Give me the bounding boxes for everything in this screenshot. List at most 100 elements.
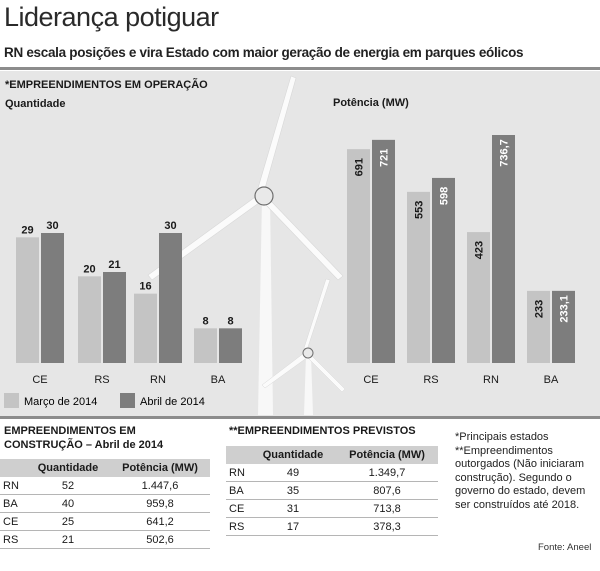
- data-label-power-ce-april: 721: [379, 149, 391, 167]
- chart-subtitle: RN escala posições e vira Estado com mai…: [4, 45, 524, 60]
- construction-cell: 21: [26, 530, 110, 549]
- planned-cell: 378,3: [336, 517, 438, 536]
- legend-label-march: Março de 2014: [24, 396, 97, 408]
- table-row: RS 21 502,6: [0, 530, 210, 549]
- planned-cell: RN: [226, 464, 250, 482]
- legend-label-april: Abril de 2014: [140, 396, 205, 408]
- data-label-power-rs-march: 553: [414, 201, 426, 219]
- quantity-chart-label: Quantidade: [5, 98, 66, 110]
- category-label-qty-ce: CE: [32, 374, 47, 386]
- power-chart-label: Potência (MW): [333, 97, 409, 109]
- construction-header-cell: Quantidade: [26, 459, 110, 477]
- data-label-power-ba-april: 233,1: [559, 295, 571, 323]
- planned-header-cell: Potência (MW): [336, 446, 438, 464]
- planned-header-cell: [226, 446, 250, 464]
- table-row: BA 35 807,6: [226, 481, 438, 500]
- legend-swatch-april: [120, 393, 135, 408]
- construction-cell: 40: [26, 494, 110, 513]
- data-label-qty-ba-april: 8: [227, 315, 233, 327]
- data-label-qty-ba-march: 8: [202, 315, 208, 327]
- planned-cell: 807,6: [336, 481, 438, 500]
- planned-table: Quantidade Potência (MW) RN 49 1.349,7 BA 35 80…: [226, 446, 438, 536]
- data-label-qty-rn-march: 16: [139, 281, 151, 293]
- planned-cell: RS: [226, 517, 250, 536]
- bar-qty-rs-march: [78, 276, 101, 363]
- construction-table-title: EMPREENDIMENTOS EM CONSTRUÇÃO – Abril de…: [4, 425, 164, 451]
- construction-cell: 1.447,6: [110, 477, 210, 495]
- planned-cell: 35: [250, 481, 336, 500]
- planned-cell: 713,8: [336, 499, 438, 518]
- bar-power-rs-april: [432, 177, 455, 363]
- construction-cell: CE: [0, 512, 26, 531]
- category-label-qty-ba: BA: [211, 374, 226, 386]
- construction-cell: 502,6: [110, 530, 210, 549]
- category-label-power-ce: CE: [363, 374, 378, 386]
- top-divider: [0, 67, 600, 70]
- construction-cell: BA: [0, 494, 26, 513]
- bar-qty-rn-march: [134, 293, 157, 363]
- planned-table-title: **EMPREENDIMENTOS PREVISTOS: [229, 425, 416, 437]
- footnote-planned: **Empreendimentos outorgados (Não inicia…: [455, 444, 586, 511]
- data-label-qty-rn-april: 30: [164, 220, 176, 232]
- category-label-power-rn: RN: [483, 374, 499, 386]
- footnotes: *Principais estados **Empreendimentos ou…: [455, 431, 595, 513]
- data-label-power-rn-march: 423: [474, 241, 486, 259]
- bar-qty-ba-march: [194, 328, 217, 363]
- construction-cell: 25: [26, 512, 110, 531]
- planned-cell: BA: [226, 481, 250, 500]
- construction-table: Quantidade Potência (MW) RN 52 1.447,6 BA 40 95…: [0, 459, 210, 549]
- data-label-qty-ce-march: 29: [21, 224, 33, 236]
- planned-cell: 49: [250, 464, 336, 482]
- data-label-power-ba-march: 233: [534, 300, 546, 318]
- construction-cell: 52: [26, 477, 110, 495]
- data-label-qty-rs-april: 21: [108, 259, 120, 271]
- table-row: RN 52 1.447,6: [0, 477, 210, 495]
- table-row: RS 17 378,3: [226, 517, 438, 536]
- planned-cell: 1.349,7: [336, 464, 438, 482]
- bar-power-ce-march: [347, 149, 370, 363]
- bar-power-ba-april: [552, 290, 575, 363]
- category-label-qty-rs: RS: [94, 374, 109, 386]
- planned-cell: 17: [250, 517, 336, 536]
- bar-power-rs-march: [407, 191, 430, 363]
- operation-section-label: *EMPREENDIMENTOS EM OPERAÇÃO: [5, 79, 208, 91]
- data-label-qty-ce-april: 30: [46, 220, 58, 232]
- bar-power-rn-march: [467, 232, 490, 363]
- bar-power-ba-march: [527, 290, 550, 363]
- chart-title: Liderança potiguar: [4, 2, 219, 32]
- bar-qty-rs-april: [103, 272, 126, 363]
- construction-header-cell: [0, 459, 26, 477]
- data-label-power-ce-march: 691: [354, 158, 366, 176]
- bar-qty-rn-april: [159, 233, 182, 363]
- construction-cell: RS: [0, 530, 26, 549]
- category-label-qty-rn: RN: [150, 374, 166, 386]
- construction-cell: 641,2: [110, 512, 210, 531]
- construction-cell: RN: [0, 477, 26, 495]
- footnote-main-states: *Principais estados: [455, 431, 549, 443]
- data-label-power-rn-april: 736,7: [499, 139, 511, 167]
- legend-swatch-march: [4, 393, 19, 408]
- category-label-power-ba: BA: [544, 374, 559, 386]
- planned-header-row: Quantidade Potência (MW): [226, 446, 438, 464]
- source-credit: Fonte: Aneel: [538, 542, 592, 553]
- table-row: CE 31 713,8: [226, 499, 438, 518]
- bar-qty-ce-march: [16, 237, 39, 363]
- bar-qty-ce-april: [41, 233, 64, 363]
- data-label-qty-rs-march: 20: [83, 263, 95, 275]
- category-label-power-rs: RS: [423, 374, 438, 386]
- planned-header-cell: Quantidade: [250, 446, 336, 464]
- construction-header-cell: Potência (MW): [110, 459, 210, 477]
- bottom-divider: [0, 416, 600, 419]
- bar-power-ce-april: [372, 139, 395, 363]
- planned-cell: 31: [250, 499, 336, 518]
- construction-header-row: Quantidade Potência (MW): [0, 459, 210, 477]
- planned-cell: CE: [226, 499, 250, 518]
- data-label-power-rs-april: 598: [439, 187, 451, 205]
- bar-power-rn-april: [492, 135, 515, 363]
- bar-qty-ba-april: [219, 328, 242, 363]
- construction-cell: 959,8: [110, 494, 210, 513]
- table-row: CE 25 641,2: [0, 512, 210, 531]
- table-row: RN 49 1.349,7: [226, 464, 438, 482]
- table-row: BA 40 959,8: [0, 494, 210, 513]
